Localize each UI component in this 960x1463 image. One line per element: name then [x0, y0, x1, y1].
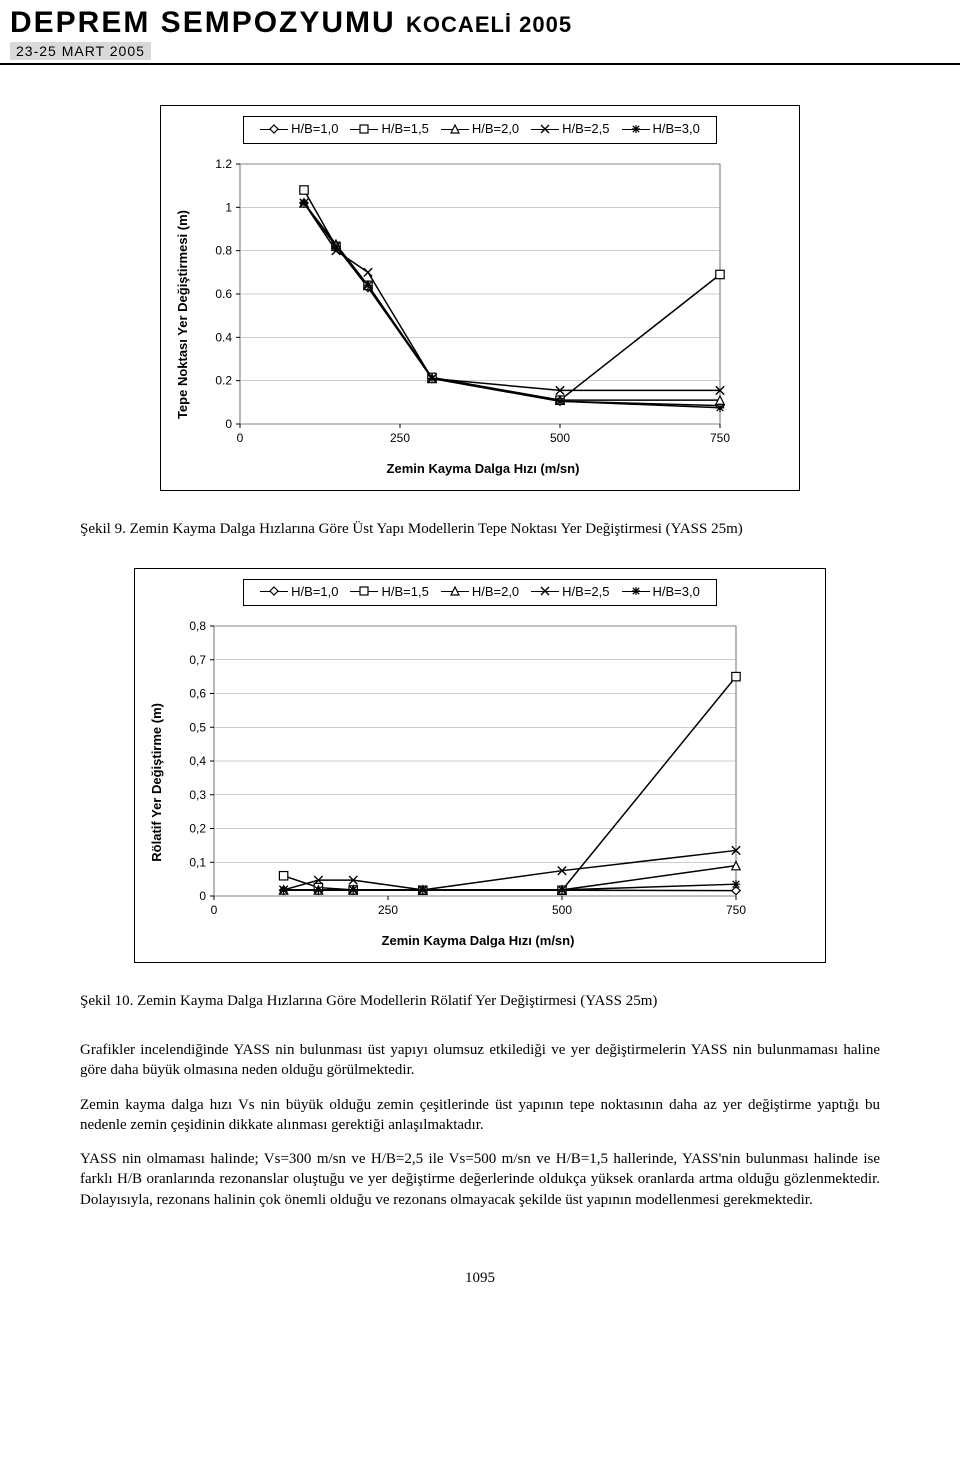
chart-b-legend: H/B=1,0 H/B=1,5 H/B=2,0 H/B=2,5 H/B=3,0 [243, 579, 717, 607]
svg-text:250: 250 [378, 903, 398, 917]
legend-item: H/B=3,0 [622, 121, 700, 136]
legend-item: H/B=2,0 [441, 584, 519, 599]
chart-b-frame: H/B=1,0 H/B=1,5 H/B=2,0 H/B=2,5 H/B=3,0 Röla… [134, 568, 826, 964]
svg-text:0.2: 0.2 [215, 373, 232, 387]
body-paragraph-1: Grafikler incelendiğinde YASS nin bulunm… [80, 1040, 880, 1081]
chart-b-plot-wrapper: 0 0,1 0,2 0,3 0,4 0,5 0,6 0,7 0,8 0 250 500 750 Zemi… [170, 616, 746, 948]
chart-a-plot-wrapper: 0 0.2 0.4 0.6 0.8 1 1.2 0 250 500 750 Zemin Kayma … [196, 154, 730, 476]
chart-a-frame: H/B=1,0 H/B=1,5 H/B=2,0 H/B=2,5 H/B=3,0 Tepe… [160, 105, 800, 491]
legend-item: H/B=2,5 [531, 121, 609, 136]
svg-text:0,2: 0,2 [189, 822, 206, 836]
body-paragraph-2: Zemin kayma dalga hızı Vs nin büyük oldu… [80, 1095, 880, 1136]
svg-text:0: 0 [237, 431, 244, 445]
svg-text:500: 500 [552, 903, 572, 917]
page-header-banner: DEPREM SEMPOZYUMU KOCAELİ 2005 23-25 MAR… [0, 0, 960, 65]
figure-10-label: Şekil 10. [80, 993, 133, 1010]
chart-a-xlabel: Zemin Kayma Dalga Hızı (m/sn) [236, 461, 730, 476]
page-number: 1095 [80, 1270, 880, 1287]
legend-item: H/B=3,0 [622, 584, 700, 599]
chart-a-legend: H/B=1,0 H/B=1,5 H/B=2,0 H/B=2,5 H/B=3,0 [243, 116, 717, 144]
banner-date-strip: 23-25 MART 2005 [10, 42, 151, 60]
svg-text:0.4: 0.4 [215, 330, 232, 344]
svg-text:1.2: 1.2 [215, 157, 232, 171]
svg-text:0.8: 0.8 [215, 243, 232, 257]
body-paragraph-3: YASS nin olmaması halinde; Vs=300 m/sn v… [80, 1149, 880, 1210]
chart-a-body: Tepe Noktası Yer Değiştirmesi (m) 0 0.2 0.… [175, 154, 785, 476]
chart-a-svg: 0 0.2 0.4 0.6 0.8 1 1.2 0 250 500 750 [196, 154, 730, 452]
chart-b-body: Rölatif Yer Değiştirme (m) 0 0,1 0,2 0,3 0,4… [149, 616, 811, 948]
chart-b-svg: 0 0,1 0,2 0,3 0,4 0,5 0,6 0,7 0,8 0 250 500 750 [170, 616, 746, 924]
svg-text:750: 750 [726, 903, 746, 917]
svg-text:0,1: 0,1 [189, 855, 206, 869]
banner-main-title: DEPREM SEMPOZYUMU [10, 6, 396, 39]
legend-item: H/B=1,0 [260, 584, 338, 599]
banner-title: DEPREM SEMPOZYUMU KOCAELİ 2005 [10, 6, 572, 39]
svg-text:1: 1 [225, 200, 232, 214]
figure-10-desc: Zemin Kayma Dalga Hızlarına Göre Modelle… [137, 993, 657, 1010]
svg-text:0: 0 [211, 903, 218, 917]
svg-text:0,8: 0,8 [189, 619, 206, 633]
svg-text:750: 750 [710, 431, 730, 445]
figure-9-desc: Zemin Kayma Dalga Hızlarına Göre Üst Yap… [130, 521, 743, 538]
figure-9-label: Şekil 9. [80, 521, 126, 538]
svg-text:0,5: 0,5 [189, 720, 206, 734]
banner-subtitle: KOCAELİ 2005 [406, 12, 572, 37]
figure-10-caption: Şekil 10. Zemin Kayma Dalga Hızlarına Gö… [80, 993, 880, 1010]
legend-item: H/B=1,5 [350, 121, 428, 136]
chart-b-xlabel: Zemin Kayma Dalga Hızı (m/sn) [210, 933, 746, 948]
page-content: H/B=1,0 H/B=1,5 H/B=2,0 H/B=2,5 H/B=3,0 Tepe… [0, 65, 960, 1327]
svg-text:0: 0 [199, 889, 206, 903]
svg-text:0,7: 0,7 [189, 653, 206, 667]
legend-item: H/B=2,5 [531, 584, 609, 599]
svg-text:500: 500 [550, 431, 570, 445]
figure-9-caption: Şekil 9. Zemin Kayma Dalga Hızlarına Gör… [80, 521, 880, 538]
svg-text:0,3: 0,3 [189, 788, 206, 802]
chart-a-ylabel: Tepe Noktası Yer Değiştirmesi (m) [175, 210, 190, 419]
legend-item: H/B=1,0 [260, 121, 338, 136]
chart-b-ylabel: Rölatif Yer Değiştirme (m) [149, 703, 164, 862]
svg-text:0,4: 0,4 [189, 754, 206, 768]
svg-text:0: 0 [225, 417, 232, 431]
svg-text:0.6: 0.6 [215, 287, 232, 301]
legend-item: H/B=2,0 [441, 121, 519, 136]
legend-item: H/B=1,5 [350, 584, 428, 599]
svg-text:250: 250 [390, 431, 410, 445]
svg-text:0,6: 0,6 [189, 687, 206, 701]
